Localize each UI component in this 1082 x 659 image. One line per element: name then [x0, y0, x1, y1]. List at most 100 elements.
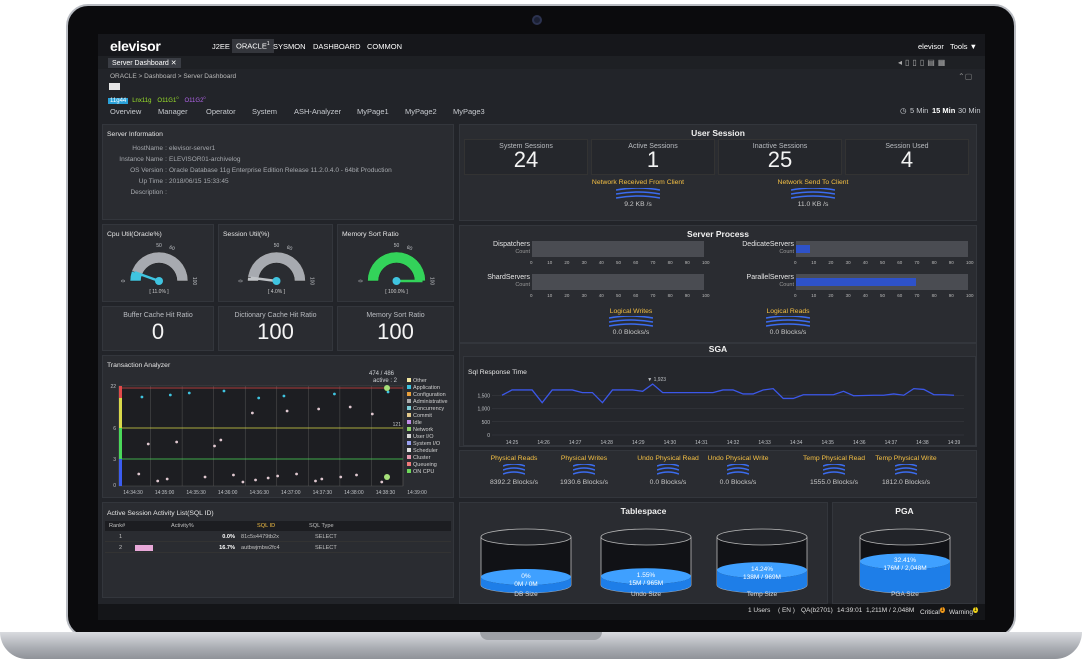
- txn-dot[interactable]: [146, 442, 150, 446]
- table-row[interactable]: 1 0.0% 81c5s4479tb2x SELECT: [105, 532, 451, 542]
- close-icon[interactable]: ✕: [170, 60, 177, 67]
- txn-legend-item[interactable]: Network: [407, 427, 448, 434]
- txn-dot[interactable]: [285, 409, 289, 413]
- tab-mypage3[interactable]: MyPage3: [453, 107, 485, 116]
- gauge-hub: [155, 277, 163, 285]
- txn-legend-item[interactable]: Commit: [407, 413, 448, 420]
- tab-mypage1[interactable]: MyPage1: [357, 107, 389, 116]
- process-count-label: Count: [515, 282, 530, 288]
- txn-dot[interactable]: [222, 389, 226, 393]
- menu-oracle[interactable]: ORACLE1: [232, 39, 274, 53]
- process-bar-fill[interactable]: [796, 245, 810, 253]
- status-lang[interactable]: ( EN ): [778, 607, 795, 614]
- txn-legend-item[interactable]: Scheduler: [407, 448, 448, 455]
- instance-o11g1[interactable]: O11G10: [157, 95, 179, 104]
- io-value: 0.0 Blocks/s: [649, 479, 687, 486]
- cylinder-name: DB Size: [514, 591, 538, 598]
- txn-dot[interactable]: [250, 411, 254, 415]
- sql-response-chart[interactable]: 1,500 1,000 500 0 14:25 14:26 14:27 14:28 14:29 1…: [464, 357, 977, 447]
- process-bar-tick: 20: [828, 260, 834, 265]
- txn-dot[interactable]: [219, 438, 223, 442]
- ash-sqlid[interactable]: autbwjmbw2fc4: [241, 545, 280, 551]
- txn-dot[interactable]: [295, 472, 298, 476]
- txn-legend-item[interactable]: ON CPU: [407, 469, 448, 476]
- txn-legend-item[interactable]: Idle: [407, 420, 448, 427]
- txn-legend-item[interactable]: Other: [407, 378, 448, 385]
- txn-dot[interactable]: [348, 405, 352, 409]
- txn-legend-item[interactable]: System I/O: [407, 441, 448, 448]
- tab-manager[interactable]: Manager: [158, 107, 188, 116]
- ash-col-sqltype[interactable]: SQL Type: [309, 523, 334, 529]
- txn-dot[interactable]: [203, 475, 207, 479]
- tab-overview[interactable]: Overview: [110, 107, 142, 116]
- ash-col-sqlid[interactable]: SQL ID: [257, 523, 276, 529]
- txn-dot[interactable]: [266, 476, 270, 480]
- txn-dot[interactable]: [254, 478, 257, 482]
- tab-system[interactable]: System: [252, 107, 278, 116]
- txn-dot[interactable]: [384, 474, 390, 480]
- tab-server-dashboard[interactable]: Server Dashboard ✕: [108, 58, 181, 68]
- menu-dashboard[interactable]: DASHBOARD: [313, 42, 361, 51]
- process-bar-fill[interactable]: [796, 278, 917, 286]
- time-30min[interactable]: 30 Min: [958, 106, 981, 115]
- txn-dot[interactable]: [232, 473, 235, 477]
- tab-ash-analyzer[interactable]: ASH-Analyzer: [294, 107, 342, 116]
- txn-dot[interactable]: [276, 474, 280, 478]
- txn-dot[interactable]: [156, 479, 160, 483]
- txn-legend-item[interactable]: Queueing: [407, 462, 448, 469]
- status-critical[interactable]: Critical1: [920, 607, 945, 617]
- time-5min[interactable]: 5 Min: [910, 106, 929, 115]
- txn-legend-item[interactable]: Application: [407, 385, 448, 392]
- txn-scatter[interactable]: 14:34:30 14:35:00 14:35:30 14:36:00 14:36:30…: [103, 356, 455, 499]
- txn-dot[interactable]: [137, 472, 141, 476]
- txn-dot[interactable]: [333, 392, 336, 396]
- toolbar-icons[interactable]: ◂▯▯▯▤▦: [898, 58, 949, 67]
- session-label: System Sessions: [499, 143, 553, 150]
- txn-legend-item[interactable]: Configuration: [407, 392, 448, 399]
- clock-icon: ◷: [900, 106, 907, 115]
- txn-legend-item[interactable]: User I/O: [407, 434, 448, 441]
- table-row[interactable]: 2 16.7% autbwjmbw2fc4 SELECT: [105, 543, 451, 553]
- txn-dot[interactable]: [213, 444, 216, 448]
- tools-menu[interactable]: Tools ▼: [950, 42, 978, 51]
- ash-sqlid[interactable]: 81c5s4479tb2x: [241, 534, 279, 540]
- time-15min[interactable]: 15 Min: [932, 106, 956, 115]
- txn-dot[interactable]: [282, 394, 286, 398]
- txn-dot[interactable]: [384, 385, 390, 391]
- txn-dot[interactable]: [380, 480, 384, 484]
- txn-dot[interactable]: [386, 390, 390, 394]
- menu-sysmon[interactable]: SYSMON: [273, 42, 306, 51]
- instance-lnx11g[interactable]: Lnx11g: [132, 98, 152, 104]
- ash-col-activity[interactable]: Activity%: [171, 523, 194, 529]
- txn-dot[interactable]: [175, 440, 179, 444]
- txn-dot[interactable]: [317, 407, 321, 411]
- txn-dot[interactable]: [257, 396, 261, 400]
- txn-dot[interactable]: [187, 391, 191, 395]
- txn-dot[interactable]: [241, 480, 245, 484]
- txn-dot[interactable]: [320, 477, 324, 481]
- page-tool-icons[interactable]: ⌃▢: [958, 72, 973, 81]
- process-bar-tick: 10: [811, 260, 817, 265]
- sql-series-line[interactable]: [501, 383, 955, 404]
- tab-operator[interactable]: Operator: [206, 107, 236, 116]
- ash-col-rank[interactable]: Rank#: [109, 523, 126, 529]
- cylinder-label: 1.55% 15M / 965M: [598, 572, 694, 588]
- status-warning[interactable]: Warning1: [949, 607, 978, 617]
- txn-dot[interactable]: [314, 479, 317, 483]
- txn-dot[interactable]: [140, 395, 144, 399]
- menu-common[interactable]: COMMON: [367, 42, 402, 51]
- user-name[interactable]: elevisor: [918, 42, 944, 51]
- txn-legend-item[interactable]: Concurrency: [407, 406, 448, 413]
- tab-mypage2[interactable]: MyPage2: [405, 107, 437, 116]
- txn-dot[interactable]: [339, 475, 343, 479]
- instance-11g44[interactable]: 11g44: [108, 98, 129, 104]
- instance-o11g2[interactable]: O11G20: [184, 95, 206, 104]
- txn-legend-item[interactable]: Cluster: [407, 455, 448, 462]
- txn-dot[interactable]: [370, 412, 374, 416]
- txn-dot[interactable]: [165, 477, 169, 481]
- txn-dot[interactable]: [355, 473, 358, 477]
- screen: elevisor J2EE ORACLE1 SYSMON DASHBOARD C…: [98, 34, 985, 620]
- menu-j2ee[interactable]: J2EE: [212, 42, 230, 51]
- txn-dot[interactable]: [168, 393, 172, 397]
- txn-legend-item[interactable]: Administrative: [407, 399, 448, 406]
